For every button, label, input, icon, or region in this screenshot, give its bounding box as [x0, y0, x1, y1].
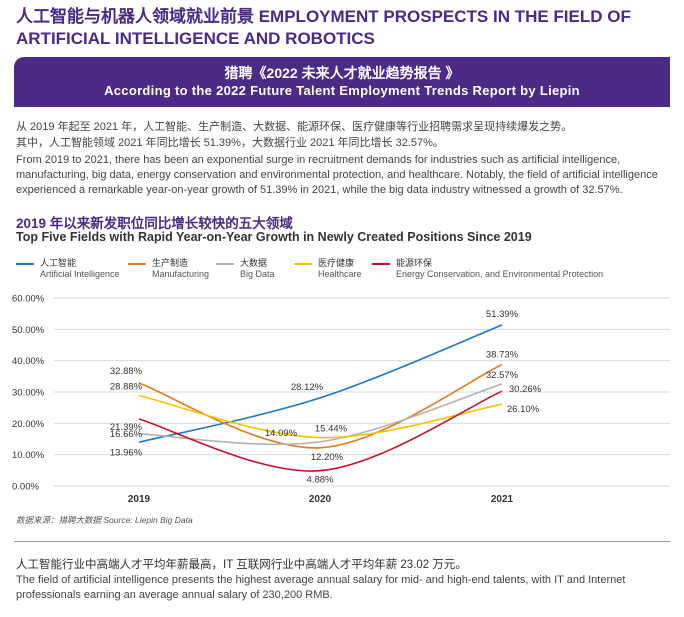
- salary-note-cn: 人工智能行业中高端人才平均年薪最高，IT 互联网行业中高端人才平均年薪 23.0…: [16, 559, 467, 571]
- data-source: 数据来源：猎聘大数据 Source: Liepin Big Data: [16, 515, 193, 525]
- line-chart: 0.00% 10.00% 20.00% 30.00% 40.00% 50.00% 60.00…: [12, 294, 670, 505]
- intro-en-text: From 2019 to 2021, there has been an exp…: [16, 154, 658, 196]
- y-tick-label: 50.00%: [12, 325, 45, 336]
- legend-item-ai: 人工智能 Artificial Intelligence: [16, 258, 120, 280]
- legend-swatch-big-data: [216, 263, 234, 265]
- data-label-healthcare: 26.10%: [507, 404, 540, 415]
- data-label-big-data: 16.66%: [110, 429, 143, 440]
- x-tick-label: 2019: [128, 494, 151, 505]
- legend-label-healthcare-cn: 医疗健康: [318, 258, 355, 268]
- legend-label-energy-en: Energy Conservation, and Environmental P…: [396, 269, 604, 279]
- data-label-healthcare: 15.44%: [315, 424, 348, 435]
- legend-label-manufacturing-cn: 生产制造: [152, 258, 189, 268]
- legend-swatch-manufacturing: [128, 263, 146, 265]
- data-label-manufacturing: 32.88%: [110, 366, 143, 377]
- legend-label-energy-cn: 能源环保: [396, 258, 433, 268]
- data-label-energy: 30.26%: [509, 384, 542, 395]
- series-line-manufacturing: [138, 363, 503, 449]
- intro-cn-line2: 其中，人工智能领域 2021 年同比增长 51.39%，大数据行业 2021 年…: [16, 137, 444, 149]
- data-label-healthcare: 28.88%: [110, 382, 143, 393]
- legend-swatch-energy: [372, 263, 390, 265]
- legend-item-manufacturing: 生产制造 Manufacturing: [128, 258, 209, 280]
- legend-label-ai-en: Artificial Intelligence: [40, 269, 120, 279]
- x-tick-label: 2020: [309, 494, 332, 505]
- data-label-manufacturing: 12.20%: [311, 452, 344, 463]
- banner-title-cn: 猎聘《2022 未来人才就业趋势报告 》: [224, 65, 460, 81]
- legend-label-big-data-cn: 大数据: [240, 258, 268, 268]
- section-divider: [14, 541, 670, 542]
- legend-label-big-data-en: Big Data: [240, 269, 275, 279]
- y-tick-label: 20.00%: [12, 419, 45, 430]
- intro-cn-line1: 从 2019 年起至 2021 年，人工智能、生产制造、大数据、能源环保、医疗健…: [16, 121, 573, 133]
- y-tick-label: 30.00%: [12, 388, 45, 399]
- salary-note-en: The field of artificial intelligence pre…: [16, 574, 626, 601]
- report-banner: 猎聘《2022 未来人才就业趋势报告 》 According to the 20…: [14, 57, 670, 107]
- legend-item-energy: 能源环保 Energy Conservation, and Environmen…: [372, 258, 603, 280]
- series-line-energy: [138, 390, 503, 472]
- chart-title-en: Top Five Fields with Rapid Year-on-Year …: [16, 230, 532, 244]
- chart-title-cn: 2019 年以来新发职位同比增长较快的五大领域: [16, 216, 293, 231]
- data-label-ai: 28.12%: [291, 382, 324, 393]
- legend-swatch-ai: [16, 263, 34, 265]
- data-label-ai: 51.39%: [486, 309, 519, 320]
- legend-label-manufacturing-en: Manufacturing: [152, 269, 210, 279]
- legend-swatch-healthcare: [294, 263, 312, 265]
- data-label-big-data: 14.09%: [265, 428, 298, 439]
- series-line-big-data: [138, 383, 503, 446]
- y-tick-label: 0.00%: [12, 482, 39, 493]
- data-label-big-data: 32.57%: [486, 370, 519, 381]
- data-label-energy: 4.88%: [307, 475, 334, 486]
- legend-item-big-data: 大数据 Big Data: [216, 258, 275, 280]
- y-tick-label: 10.00%: [12, 450, 45, 461]
- y-tick-label: 60.00%: [12, 294, 45, 305]
- data-label-manufacturing: 38.73%: [486, 350, 519, 361]
- page-title: 人工智能与机器人领域就业前景 EMPLOYMENT PROSPECTS IN T…: [16, 7, 631, 48]
- data-label-energy: 21.39%: [110, 422, 143, 433]
- data-label-ai: 13.96%: [110, 447, 143, 458]
- legend-label-healthcare-en: Healthcare: [318, 269, 362, 279]
- chart-legend: 人工智能 Artificial Intelligence 生产制造 Manufa…: [16, 258, 676, 284]
- legend-item-healthcare: 医疗健康 Healthcare: [294, 258, 362, 280]
- x-tick-label: 2021: [491, 494, 514, 505]
- series-line-ai: [138, 324, 503, 444]
- legend-label-ai-cn: 人工智能: [40, 258, 77, 268]
- banner-title-en: According to the 2022 Future Talent Empl…: [104, 83, 580, 98]
- y-tick-label: 40.00%: [12, 356, 45, 367]
